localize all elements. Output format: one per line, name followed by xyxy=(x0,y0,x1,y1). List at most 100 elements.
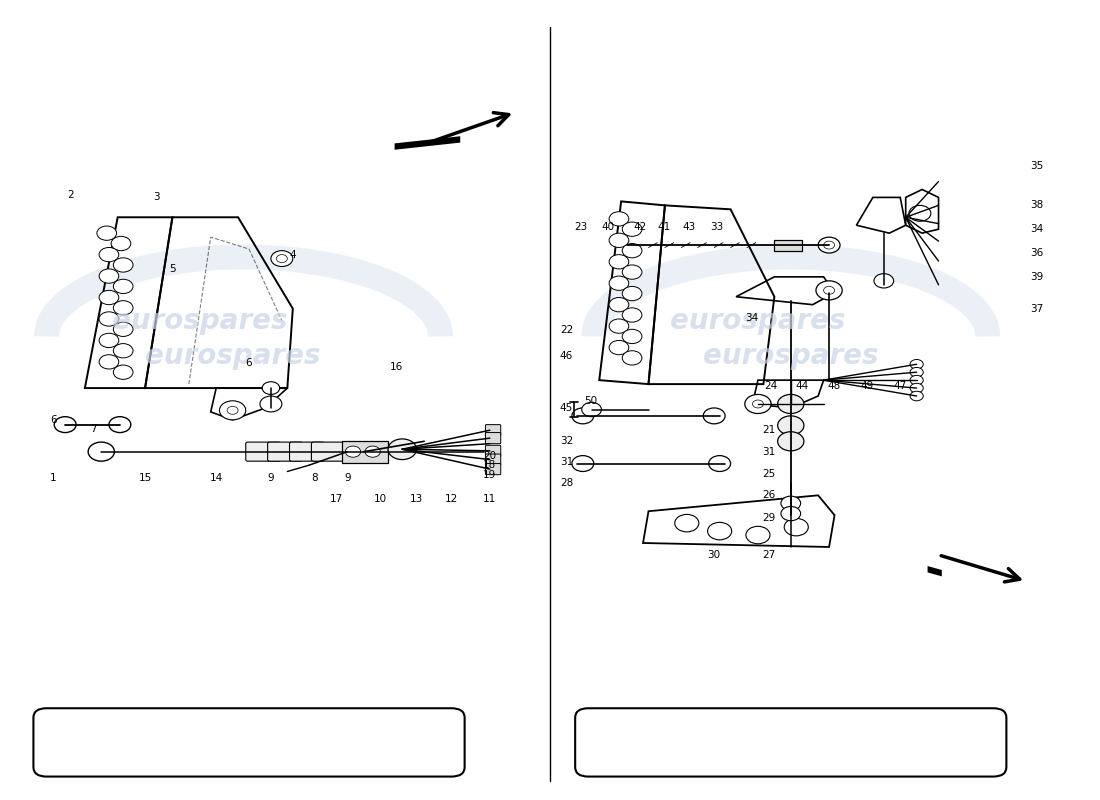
Circle shape xyxy=(752,400,763,408)
Text: 42: 42 xyxy=(634,222,647,232)
Polygon shape xyxy=(927,566,942,576)
Circle shape xyxy=(674,514,698,532)
Circle shape xyxy=(708,456,730,471)
Text: 47: 47 xyxy=(893,381,906,390)
Text: 36: 36 xyxy=(1031,248,1044,258)
Text: 2: 2 xyxy=(67,190,74,200)
Circle shape xyxy=(609,254,629,269)
Circle shape xyxy=(703,408,725,424)
Text: 24: 24 xyxy=(764,381,778,390)
Text: 43: 43 xyxy=(682,222,695,232)
Circle shape xyxy=(54,417,76,433)
Text: 49: 49 xyxy=(861,381,875,390)
Circle shape xyxy=(99,312,119,326)
Circle shape xyxy=(818,237,840,253)
Circle shape xyxy=(623,222,642,236)
Circle shape xyxy=(260,396,282,412)
Text: 16: 16 xyxy=(390,362,404,372)
Circle shape xyxy=(824,286,835,294)
FancyBboxPatch shape xyxy=(289,442,324,461)
Text: 48: 48 xyxy=(828,381,842,390)
Circle shape xyxy=(609,233,629,247)
Circle shape xyxy=(623,265,642,279)
Circle shape xyxy=(113,322,133,337)
Text: 46: 46 xyxy=(560,351,573,362)
Text: eurospares: eurospares xyxy=(670,306,846,334)
Text: 27: 27 xyxy=(762,550,776,560)
Text: VALE PER GD - VALID FOR GD: VALE PER GD - VALID FOR GD xyxy=(694,736,888,749)
Text: 37: 37 xyxy=(1031,304,1044,314)
Circle shape xyxy=(220,401,245,420)
Circle shape xyxy=(572,408,594,424)
Bar xyxy=(774,239,802,250)
Circle shape xyxy=(781,496,801,510)
Text: 6: 6 xyxy=(50,415,56,425)
Circle shape xyxy=(778,416,804,435)
Text: 12: 12 xyxy=(444,494,458,504)
Circle shape xyxy=(609,319,629,334)
Circle shape xyxy=(707,522,732,540)
FancyBboxPatch shape xyxy=(485,433,501,444)
FancyBboxPatch shape xyxy=(311,442,346,461)
FancyBboxPatch shape xyxy=(575,708,1006,777)
FancyBboxPatch shape xyxy=(267,442,303,461)
Text: 41: 41 xyxy=(657,222,670,232)
Circle shape xyxy=(824,241,835,249)
Circle shape xyxy=(609,212,629,226)
Circle shape xyxy=(745,394,771,414)
Circle shape xyxy=(262,382,279,394)
Circle shape xyxy=(99,247,119,262)
Text: 22: 22 xyxy=(560,325,573,335)
Polygon shape xyxy=(395,136,460,150)
Text: 28: 28 xyxy=(560,478,573,489)
Text: 14: 14 xyxy=(210,473,223,483)
Circle shape xyxy=(227,406,238,414)
Text: 31: 31 xyxy=(560,457,573,467)
Text: 38: 38 xyxy=(1031,200,1044,210)
Circle shape xyxy=(582,402,602,417)
Circle shape xyxy=(109,417,131,433)
Circle shape xyxy=(99,269,119,283)
Text: 4: 4 xyxy=(289,250,296,261)
Text: 20: 20 xyxy=(483,450,496,461)
Text: 11: 11 xyxy=(483,494,496,504)
Circle shape xyxy=(910,367,923,377)
Circle shape xyxy=(113,258,133,272)
Text: 26: 26 xyxy=(762,490,776,500)
Text: 25: 25 xyxy=(762,469,776,479)
Circle shape xyxy=(910,383,923,393)
Text: 18: 18 xyxy=(483,460,496,470)
Circle shape xyxy=(113,343,133,358)
FancyBboxPatch shape xyxy=(485,463,501,474)
Text: 9: 9 xyxy=(267,473,274,483)
Circle shape xyxy=(623,286,642,301)
Circle shape xyxy=(113,365,133,379)
Text: 21: 21 xyxy=(762,425,776,435)
Circle shape xyxy=(99,354,119,369)
Circle shape xyxy=(746,526,770,544)
Circle shape xyxy=(910,375,923,385)
Circle shape xyxy=(816,281,843,300)
Circle shape xyxy=(778,432,804,451)
Circle shape xyxy=(609,276,629,290)
Text: 44: 44 xyxy=(795,381,808,390)
Text: 40: 40 xyxy=(602,222,615,232)
Text: 17: 17 xyxy=(330,494,343,504)
Text: 8: 8 xyxy=(311,473,318,483)
Text: eurospares: eurospares xyxy=(703,342,879,370)
Circle shape xyxy=(113,279,133,294)
Circle shape xyxy=(365,446,381,457)
Circle shape xyxy=(271,250,293,266)
Text: 34: 34 xyxy=(745,313,758,323)
Circle shape xyxy=(623,308,642,322)
Text: 5: 5 xyxy=(169,264,176,274)
Text: VALE PER GS - VALID FOR GS: VALE PER GS - VALID FOR GS xyxy=(154,736,344,749)
Text: 7: 7 xyxy=(90,423,97,434)
Circle shape xyxy=(910,359,923,369)
Text: 50: 50 xyxy=(584,396,597,406)
Text: 39: 39 xyxy=(1031,272,1044,282)
Circle shape xyxy=(778,394,804,414)
Circle shape xyxy=(99,334,119,347)
Circle shape xyxy=(874,274,893,288)
Text: 9: 9 xyxy=(344,473,351,483)
